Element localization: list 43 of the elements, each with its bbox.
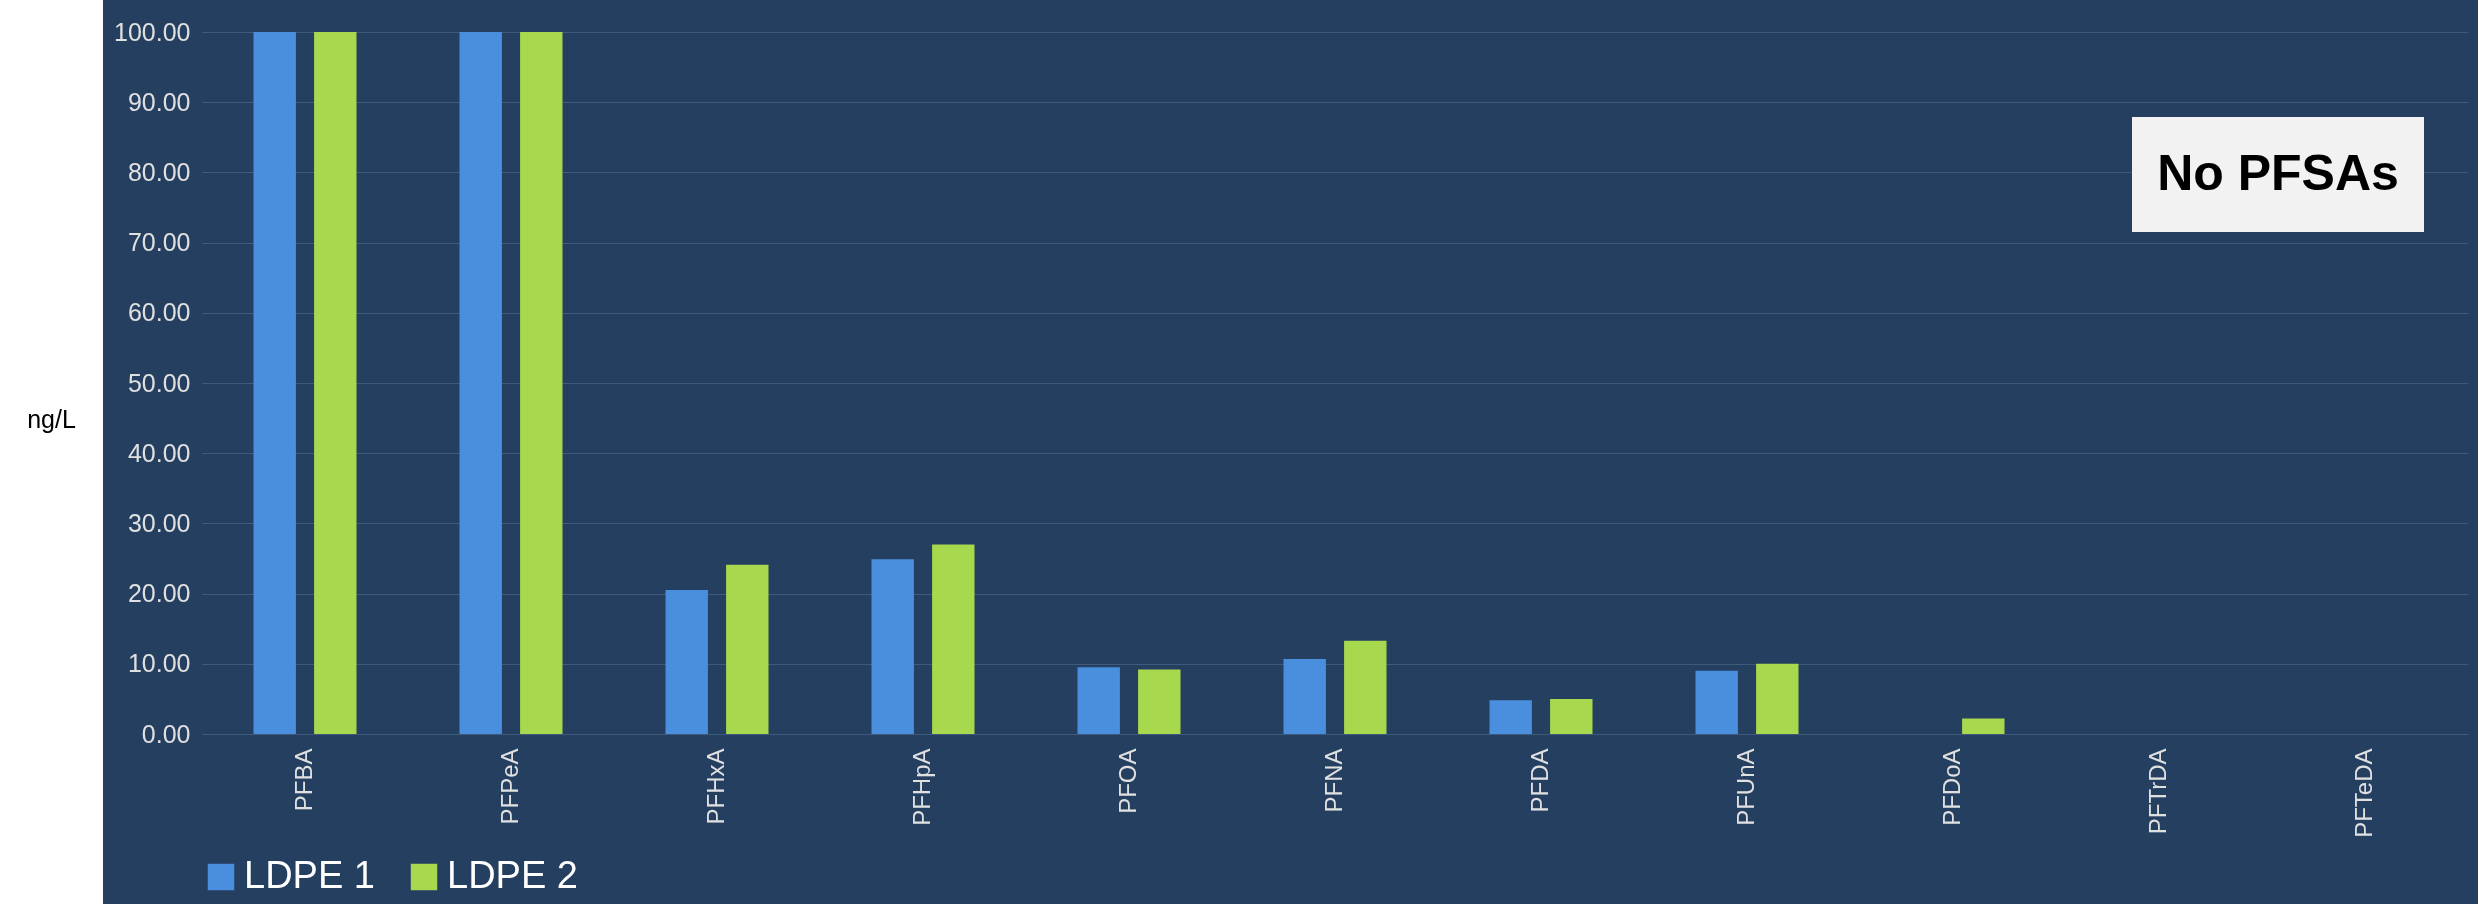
bar (314, 32, 357, 734)
bar (1344, 640, 1387, 734)
x-tick-label: PFUnA (1732, 748, 1759, 826)
x-tick-label: PFDA (1526, 748, 1553, 813)
bar (665, 590, 708, 734)
bar (1489, 700, 1532, 734)
x-tick-label: PFHpA (908, 748, 935, 826)
bar (459, 32, 502, 734)
y-tick-label: 50.00 (127, 368, 191, 397)
x-tick-label: PFOA (1114, 748, 1141, 814)
bar (1138, 669, 1181, 734)
bar (1695, 670, 1738, 734)
legend-label: LDPE 1 (244, 854, 375, 896)
y-tick-label: 60.00 (127, 298, 191, 327)
x-tick-label: PFBA (290, 748, 317, 812)
bar (1283, 658, 1326, 734)
x-tick-label: PFTrDA (2144, 748, 2171, 835)
y-tick-label: 20.00 (127, 579, 191, 608)
bar (253, 32, 296, 734)
bar (871, 559, 914, 734)
x-tick-label: PFHxA (702, 748, 729, 825)
y-tick-label: 70.00 (127, 228, 191, 257)
bar (520, 32, 563, 734)
x-tick-label: PFTeDA (2350, 748, 2377, 838)
x-tick-label: PFDoA (1938, 748, 1965, 826)
y-axis-title: ng/L (26, 405, 77, 434)
bar (1077, 667, 1120, 734)
x-tick-label: PFPeA (496, 748, 523, 825)
y-tick-label: 80.00 (127, 157, 191, 186)
bar (1962, 718, 2005, 734)
y-tick-label: 10.00 (127, 649, 191, 678)
bar (932, 544, 975, 734)
y-tick-label: 40.00 (127, 438, 191, 467)
y-tick-label: 30.00 (127, 508, 191, 537)
bar (1550, 698, 1593, 734)
legend-label: LDPE 2 (447, 854, 578, 896)
bar (1756, 663, 1799, 734)
x-tick-label: PFNA (1320, 748, 1347, 813)
annotation: No PFSAs (2157, 145, 2399, 201)
y-tick-label: 100.00 (114, 17, 191, 46)
y-tick-label: 90.00 (127, 87, 191, 116)
y-tick-label: 0.00 (141, 719, 191, 748)
bar (726, 564, 769, 734)
